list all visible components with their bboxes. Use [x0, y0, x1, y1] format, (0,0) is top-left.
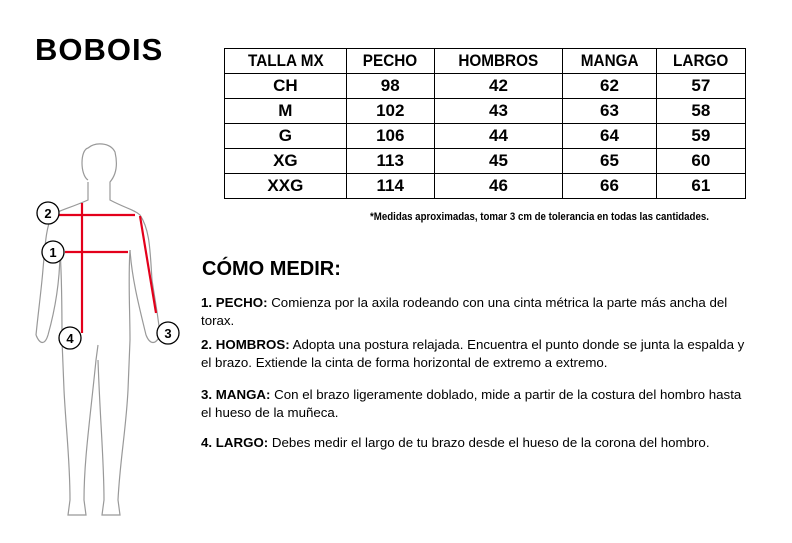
how-to-measure-title: CÓMO MEDIR:: [202, 258, 341, 280]
measure-cell: 61: [655, 173, 747, 199]
measure-cell: 46: [433, 173, 564, 199]
step-text: Adopta una postura relajada. Encuentra e…: [201, 337, 745, 370]
measure-cell: 57: [655, 73, 747, 99]
measure-cell: 63: [562, 98, 657, 124]
step-shoulders: 2. HOMBROS: Adopta una postura relajada.…: [201, 336, 751, 372]
marker-1: 1: [49, 245, 56, 260]
marker-1-circle: [41, 240, 65, 264]
size-cell: XXG: [224, 173, 347, 199]
measure-cell: 45: [433, 148, 564, 174]
step-label: 3. MANGA:: [201, 387, 271, 402]
size-cell: CH: [224, 73, 347, 99]
measure-cell: 44: [433, 123, 564, 149]
marker-3-circle: [156, 321, 180, 345]
header-cell: MANGA: [566, 48, 652, 74]
body-figure: 2 1 3 4: [35, 143, 180, 516]
size-cell: M: [224, 98, 347, 124]
size-cell: G: [224, 123, 347, 149]
step-chest: 1. PECHO: Comienza por la axila rodeando…: [201, 294, 751, 330]
measure-lines: [58, 203, 158, 333]
table-header-row: TALLA MX PECHO HOMBROS MANGA LARGO: [225, 48, 746, 74]
measure-cell: 43: [433, 98, 564, 124]
measure-cell: 98: [345, 73, 435, 99]
measure-cell: 62: [562, 73, 657, 99]
table-row: XG 113 45 65 60: [224, 148, 747, 174]
measure-cell: 42: [433, 73, 564, 99]
measure-cell: 58: [655, 98, 747, 124]
measure-cell: 59: [655, 123, 747, 149]
marker-2: 2: [44, 206, 51, 221]
measure-cell: 113: [345, 148, 435, 174]
step-text: Con el brazo ligeramente doblado, mide a…: [201, 387, 742, 420]
marker-4: 4: [66, 331, 74, 346]
body-outline: [35, 143, 161, 516]
measure-cell: 106: [345, 123, 435, 149]
step-length: 4. LARGO: Debes medir el largo de tu bra…: [201, 434, 751, 452]
tolerance-note: *Medidas aproximadas, tomar 3 cm de tole…: [370, 211, 709, 223]
step-text: Debes medir el largo de tu brazo desde e…: [268, 435, 710, 450]
brand-logo: BOBOIS: [35, 32, 164, 67]
table-row: M 102 43 63 58: [224, 98, 747, 124]
header-cell: LARGO: [660, 48, 742, 74]
size-table: TALLA MX PECHO HOMBROS MANGA LARGO CH 98 4…: [224, 48, 747, 199]
measure-cell: 114: [345, 173, 435, 199]
step-sleeve: 3. MANGA: Con el brazo ligeramente dobla…: [201, 386, 751, 422]
table-row: G 106 44 64 59: [224, 123, 747, 149]
table-row: XXG 114 46 66 61: [224, 173, 747, 199]
marker-2-circle: [36, 201, 60, 225]
step-label: 4. LARGO:: [201, 435, 269, 450]
table-row: CH 98 42 62 57: [224, 73, 747, 99]
measure-cell: 66: [562, 173, 657, 199]
marker-3: 3: [164, 326, 171, 341]
header-cell: HOMBROS: [440, 48, 557, 74]
step-label: 1. PECHO:: [201, 295, 268, 310]
header-cell: TALLA MX: [230, 48, 341, 74]
measure-cell: 102: [345, 98, 435, 124]
marker-4-circle: [58, 326, 82, 350]
sleeve-line: [138, 215, 158, 314]
measure-cell: 60: [655, 148, 747, 174]
measure-cell: 65: [562, 148, 657, 174]
size-cell: XG: [224, 148, 347, 174]
step-text: Comienza por la axila rodeando con una c…: [201, 295, 728, 328]
header-cell: PECHO: [350, 48, 431, 74]
measure-cell: 64: [562, 123, 657, 149]
step-label: 2. HOMBROS:: [201, 337, 290, 352]
